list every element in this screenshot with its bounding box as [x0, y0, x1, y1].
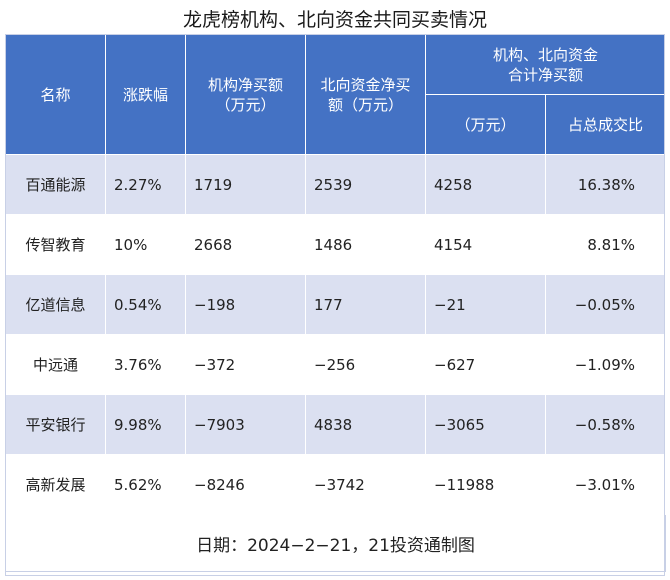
table-row: 高新发展 5.62% −8246 −3742 −11988 −3.01%: [5, 454, 667, 515]
header-combined-group: 机构、北向资金 合计净买额: [424, 34, 667, 95]
cell-change: 9.98%: [105, 394, 186, 455]
cell-inst-net: −7903: [185, 394, 306, 455]
header-inst-net: 机构净买额 （万元）: [185, 34, 306, 155]
cell-combined: 4154: [425, 214, 546, 275]
cell-name: 传智教育: [5, 214, 106, 275]
cell-combined: −627: [425, 334, 546, 395]
cell-name: 亿道信息: [5, 274, 106, 335]
cell-inst-net: −8246: [185, 454, 306, 515]
table-footer-row: 日期：2024−2−21，21投资通制图: [4, 514, 667, 572]
table-title: 龙虎榜机构、北向资金共同买卖情况: [182, 9, 487, 31]
cell-north-net: −3742: [305, 454, 426, 515]
table-row: 中远通 3.76% −372 −256 −627 −1.09%: [5, 334, 667, 395]
cell-change: 10%: [105, 214, 186, 275]
cell-name: 中远通: [5, 334, 106, 395]
cell-combined: −11988: [425, 454, 546, 515]
cell-ratio: −3.01%: [544, 454, 667, 515]
data-table: 名称 涨跌幅 机构净买额 （万元） 北向资金净买 额（万元） 机构、北向资金 合…: [4, 34, 667, 572]
cell-name: 高新发展: [5, 454, 106, 515]
cell-north-net: 177: [305, 274, 426, 335]
header-name: 名称: [5, 34, 106, 155]
cell-change: 5.62%: [105, 454, 186, 515]
header-change: 涨跌幅: [105, 34, 186, 155]
header-north-net: 北向资金净买 额（万元）: [305, 34, 426, 155]
cell-name: 平安银行: [5, 394, 106, 455]
table-row: 传智教育 10% 2668 1486 4154 8.81%: [5, 214, 667, 275]
cell-ratio: −0.05%: [544, 274, 667, 335]
cell-north-net: 4838: [305, 394, 426, 455]
header-combined-amount: （万元）: [425, 94, 546, 155]
cell-ratio: 8.81%: [544, 214, 667, 275]
cell-name: 百通能源: [5, 154, 106, 215]
cell-ratio: −0.58%: [544, 394, 667, 455]
cell-inst-net: 2668: [185, 214, 306, 275]
table-row: 百通能源 2.27% 1719 2539 4258 16.38%: [5, 154, 667, 215]
table-row: 亿道信息 0.54% −198 177 −21 −0.05%: [5, 274, 667, 335]
cell-combined: −21: [425, 274, 546, 335]
cell-ratio: 16.38%: [544, 154, 667, 215]
cell-ratio: −1.09%: [544, 334, 667, 395]
cell-inst-net: −372: [185, 334, 306, 395]
cell-north-net: −256: [305, 334, 426, 395]
cell-change: 3.76%: [105, 334, 186, 395]
cell-north-net: 1486: [305, 214, 426, 275]
cell-inst-net: −198: [185, 274, 306, 335]
cell-change: 0.54%: [105, 274, 186, 335]
table-row: 平安银行 9.98% −7903 4838 −3065 −0.58%: [5, 394, 667, 455]
footer-caption: 日期：2024−2−21，21投资通制图: [4, 514, 667, 572]
cell-combined: 4258: [425, 154, 546, 215]
cell-change: 2.27%: [105, 154, 186, 215]
cell-north-net: 2539: [305, 154, 426, 215]
cell-inst-net: 1719: [185, 154, 306, 215]
cell-combined: −3065: [425, 394, 546, 455]
header-combined-ratio: 占总成交比: [544, 94, 667, 155]
